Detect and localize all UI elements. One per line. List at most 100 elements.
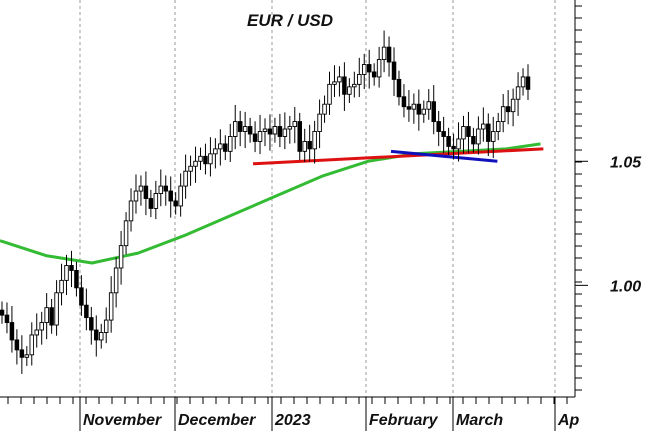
candle-body-down [431, 101, 436, 123]
candle-body-up [361, 64, 367, 75]
candle [198, 147, 203, 170]
candle [4, 302, 10, 334]
candle [113, 257, 119, 308]
candle-body-up [381, 46, 387, 60]
candle-body-up [491, 131, 496, 142]
candle-body-up [461, 126, 466, 140]
candle-body-down [143, 185, 149, 199]
candle-body-up [262, 128, 268, 132]
candle-body-up [352, 83, 357, 88]
candle-body-down [471, 136, 476, 145]
candle-body-up [317, 113, 322, 132]
candle-body-down [223, 143, 228, 152]
candle-body-up [495, 121, 501, 132]
candle [89, 306, 94, 345]
candle-body-up [183, 170, 188, 187]
candle [223, 135, 228, 161]
candle-body-up [357, 73, 362, 85]
candle-body-up [44, 307, 49, 324]
candle [69, 250, 74, 288]
support-line [252, 147, 544, 166]
candle-body-down [163, 185, 169, 192]
candle [292, 106, 298, 144]
candles-layer [0, 30, 531, 374]
candle-body-up [242, 126, 248, 132]
candle-body-up [59, 279, 64, 294]
candle [64, 254, 69, 296]
candle-body-down [396, 78, 402, 98]
candle [118, 231, 124, 285]
candle-body-up [118, 245, 124, 269]
candle [14, 329, 20, 365]
candle [515, 72, 521, 116]
candle-body-down [446, 136, 451, 147]
candle-body-up [24, 354, 30, 358]
candle [505, 90, 511, 125]
candle-body-up [228, 136, 233, 152]
candle-body-down [19, 349, 25, 358]
candle [218, 129, 223, 166]
candle-body-down [386, 46, 392, 63]
y-tick-label-0: 1.00 [610, 278, 641, 295]
candle [103, 307, 109, 344]
candle [297, 112, 302, 161]
candle [188, 155, 193, 186]
candle-body-down [168, 190, 173, 202]
candle [357, 57, 362, 98]
candle-body-up [178, 185, 183, 207]
candle [252, 121, 258, 153]
candle [436, 110, 441, 147]
candle-body-down [406, 106, 412, 110]
candle-body-up [312, 131, 317, 150]
candle [302, 128, 307, 163]
candle-body-down [297, 121, 302, 152]
candle [416, 89, 422, 131]
candle [386, 36, 392, 77]
candle [441, 116, 446, 154]
candle [9, 305, 15, 353]
x-tick-label-1: December [178, 412, 256, 429]
candle [406, 90, 412, 122]
candle [461, 115, 466, 154]
candle [163, 175, 169, 206]
candle [29, 322, 35, 366]
candle-body-down [252, 133, 258, 142]
candle [247, 117, 253, 143]
candle-body-down [342, 76, 347, 95]
candle-body-up [123, 220, 129, 247]
trend-line [390, 149, 498, 163]
candle-body-down [416, 103, 422, 115]
candle-body-up [113, 267, 119, 294]
candle-body-up [282, 128, 288, 137]
candle [520, 68, 526, 96]
moving-average-layer [0, 142, 541, 265]
candle [178, 173, 183, 217]
candle [401, 84, 407, 118]
candle-body-up [188, 165, 193, 172]
candle-body-up [54, 292, 59, 326]
candle [361, 53, 367, 90]
candle [39, 311, 44, 345]
candle-body-down [14, 339, 20, 351]
candle [54, 280, 59, 336]
candle [168, 176, 173, 218]
candle [307, 124, 312, 162]
candle-body-down [441, 131, 446, 137]
candle-body-down [401, 96, 407, 108]
candle [158, 169, 164, 207]
candle [332, 65, 337, 98]
candle-body-up [347, 86, 352, 95]
candle-body-up [208, 153, 213, 165]
candle-body-up [332, 81, 337, 85]
candle [371, 63, 377, 86]
axes [0, 0, 588, 431]
candle [481, 107, 486, 142]
candle [277, 113, 283, 148]
candle [312, 120, 317, 164]
candle [79, 275, 84, 316]
candle-body-down [148, 198, 154, 209]
candle-body-down [94, 329, 99, 341]
candle-body-up [426, 101, 432, 110]
